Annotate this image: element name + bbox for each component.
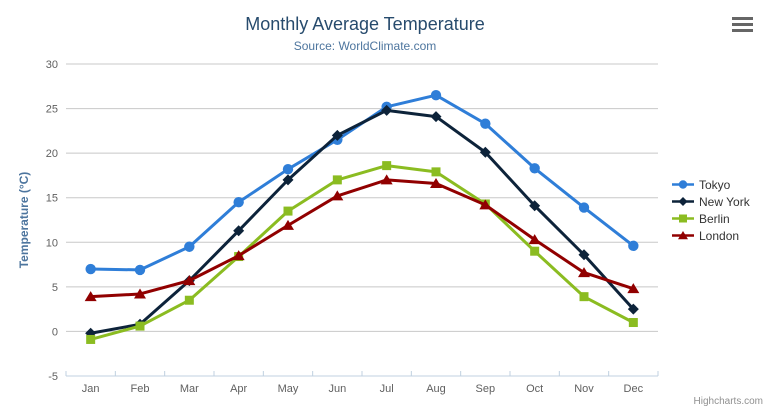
data-point[interactable] <box>331 190 344 201</box>
data-point[interactable] <box>529 200 541 212</box>
legend-item-tokyo[interactable]: Tokyo <box>672 176 750 193</box>
x-axis-label: Oct <box>526 383 543 395</box>
legend-label: London <box>699 228 740 243</box>
triangle-legend-marker-icon <box>672 231 694 240</box>
data-point[interactable] <box>233 225 245 237</box>
data-point[interactable] <box>183 275 196 286</box>
data-point[interactable] <box>282 219 294 230</box>
data-point[interactable] <box>282 163 294 175</box>
x-axis-label: Jul <box>380 383 394 395</box>
y-axis-label: 25 <box>46 104 58 116</box>
series-line[interactable] <box>89 164 635 341</box>
series-new-york[interactable] <box>85 104 639 339</box>
highcharts-credit[interactable]: Highcharts.com <box>693 396 763 407</box>
data-point[interactable] <box>381 104 393 116</box>
data-point[interactable] <box>233 196 244 208</box>
data-point[interactable] <box>578 202 590 213</box>
x-axis-label: Jan <box>82 383 100 395</box>
x-axis-label: Apr <box>230 383 247 395</box>
data-point[interactable] <box>430 111 442 123</box>
data-point[interactable] <box>232 250 245 261</box>
y-axis-label: 0 <box>52 326 58 338</box>
x-axis-label: Sep <box>476 383 496 395</box>
data-point[interactable] <box>184 295 194 305</box>
data-point[interactable] <box>579 292 589 302</box>
y-axis-label: 30 <box>46 59 58 71</box>
data-point[interactable] <box>430 177 442 188</box>
y-axis-label: 5 <box>52 282 58 294</box>
series-tokyo[interactable] <box>85 90 639 276</box>
data-point[interactable] <box>134 264 146 276</box>
data-point[interactable] <box>331 129 343 141</box>
data-point[interactable] <box>627 283 640 294</box>
circle-legend-marker-icon <box>672 180 694 189</box>
x-axis-label: Mar <box>180 383 199 395</box>
data-point[interactable] <box>84 291 97 302</box>
data-point[interactable] <box>578 267 590 278</box>
y-axis-label: -5 <box>48 371 58 383</box>
diamond-legend-marker-icon <box>672 197 694 206</box>
series-line[interactable] <box>89 108 635 335</box>
data-point[interactable] <box>431 167 441 177</box>
y-axis-label: 20 <box>46 148 58 160</box>
data-point[interactable] <box>628 318 638 328</box>
hamburger-bar <box>732 29 753 32</box>
data-point[interactable] <box>529 163 540 174</box>
x-axis-label: Aug <box>426 383 446 395</box>
y-axis-label: 10 <box>46 237 58 249</box>
x-axis-label: Nov <box>574 383 594 395</box>
data-point[interactable] <box>135 321 145 331</box>
chart-title: Monthly Average Temperature <box>245 14 485 34</box>
data-point[interactable] <box>627 303 639 315</box>
y-axis-title: Temperature (°C) <box>17 171 31 269</box>
data-point[interactable] <box>530 246 540 256</box>
x-axis-label: Dec <box>624 383 644 395</box>
hamburger-icon[interactable] <box>730 15 755 35</box>
legend-item-london[interactable]: London <box>672 227 750 244</box>
data-point[interactable] <box>85 263 96 275</box>
data-point[interactable] <box>578 249 590 261</box>
data-point[interactable] <box>184 241 195 252</box>
data-point[interactable] <box>134 288 146 299</box>
legend-label: New York <box>699 194 750 209</box>
x-axis-label: May <box>278 383 299 395</box>
data-point[interactable] <box>479 146 491 158</box>
data-point[interactable] <box>480 118 491 129</box>
legend-item-berlin[interactable]: Berlin <box>672 210 750 227</box>
data-point[interactable] <box>380 174 393 185</box>
data-point[interactable] <box>479 199 492 210</box>
legend-label: Tokyo <box>699 177 731 192</box>
x-axis-label: Jun <box>328 383 346 395</box>
legend-item-new-york[interactable]: New York <box>672 193 750 210</box>
hamburger-bar <box>732 23 753 26</box>
legend-label: Berlin <box>699 211 730 226</box>
hamburger-bar <box>732 17 753 20</box>
legend: Tokyo New York Berlin London <box>672 176 750 244</box>
series-line[interactable] <box>89 178 635 299</box>
square-legend-marker-icon <box>672 214 694 223</box>
chart-subtitle: Source: WorldClimate.com <box>293 39 437 53</box>
data-point[interactable] <box>528 234 541 245</box>
series-london[interactable] <box>84 174 640 302</box>
data-point[interactable] <box>86 334 96 344</box>
data-point[interactable] <box>283 206 293 216</box>
data-point[interactable] <box>282 174 294 186</box>
x-axis-label: Feb <box>131 383 150 395</box>
data-point[interactable] <box>332 175 342 185</box>
y-axis-label: 15 <box>46 193 58 205</box>
data-point[interactable] <box>628 240 639 252</box>
data-point[interactable] <box>382 161 392 171</box>
data-point[interactable] <box>430 90 442 101</box>
